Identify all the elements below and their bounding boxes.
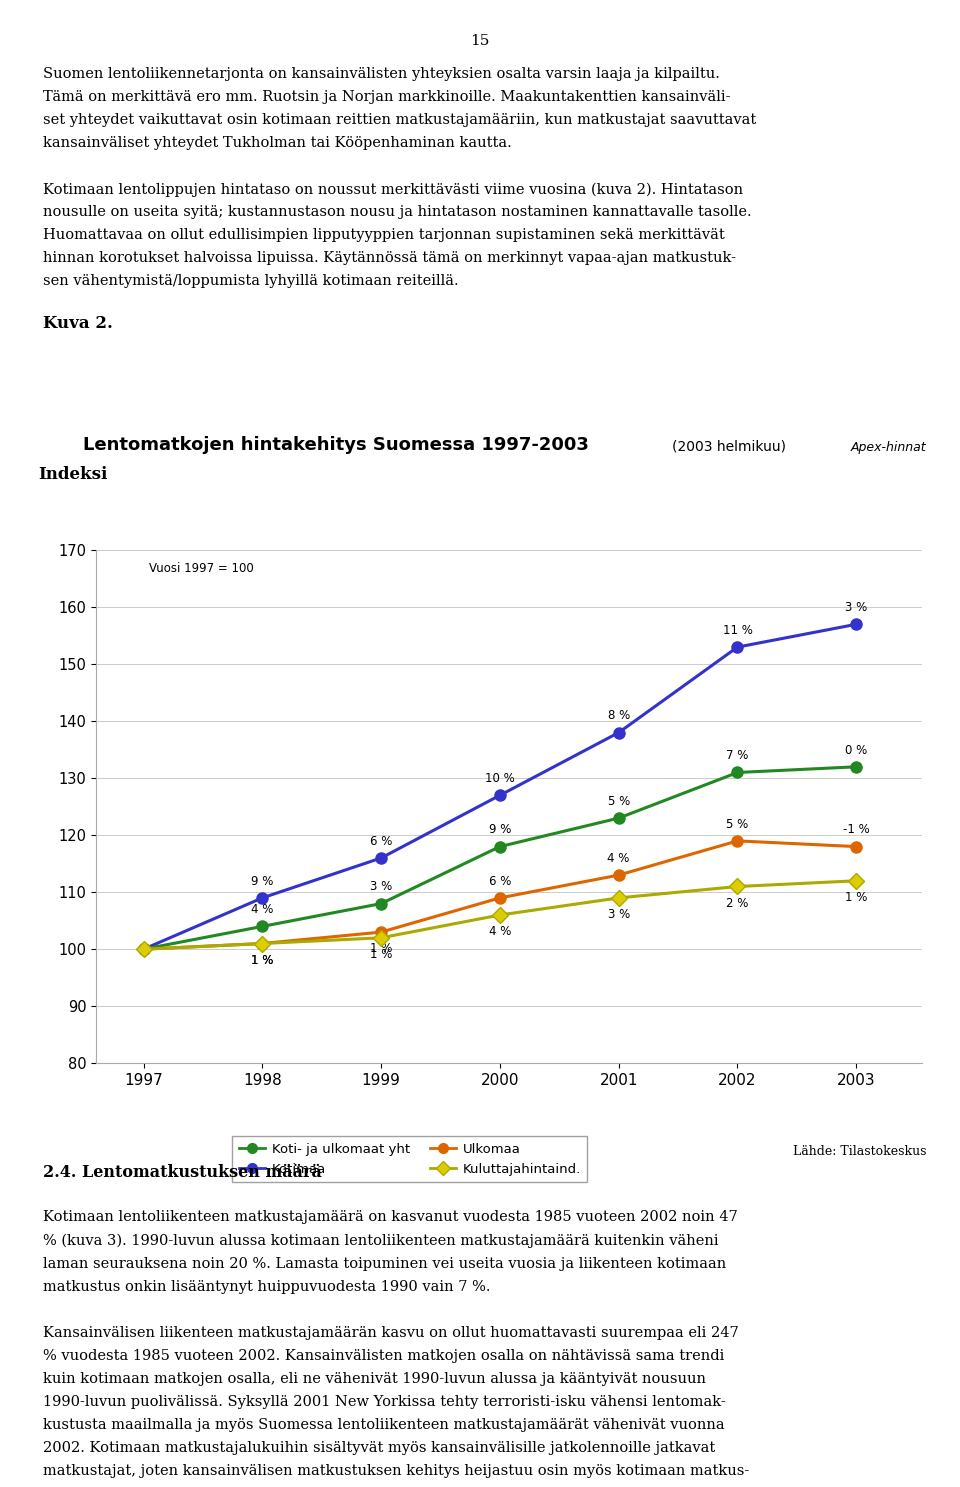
Text: Kotimaan lentoliikenteen matkustajamäärä on kasvanut vuodesta 1985 vuoteen 2002 : Kotimaan lentoliikenteen matkustajamäärä…	[43, 1210, 738, 1224]
Text: 4 %: 4 %	[252, 903, 274, 916]
Text: 9 %: 9 %	[252, 874, 274, 888]
Text: Kuva 2.: Kuva 2.	[43, 315, 113, 332]
Text: 3 %: 3 %	[608, 909, 630, 920]
Text: 9 %: 9 %	[489, 824, 511, 836]
Text: Tämä on merkittävä ero mm. Ruotsin ja Norjan markkinoille. Maakuntakenttien kans: Tämä on merkittävä ero mm. Ruotsin ja No…	[43, 91, 731, 104]
Text: Kotimaan lentolippujen hintataso on noussut merkittävästi viime vuosina (kuva 2): Kotimaan lentolippujen hintataso on nous…	[43, 183, 743, 196]
Text: 1 %: 1 %	[845, 891, 868, 904]
Text: 4 %: 4 %	[608, 852, 630, 865]
Text: kansainväliset yhteydet Tukholman tai Kööpenhaminan kautta.: kansainväliset yhteydet Tukholman tai Kö…	[43, 137, 512, 150]
Text: 2002. Kotimaan matkustajalukuihin sisältyvät myös kansainvälisille jatkolennoill: 2002. Kotimaan matkustajalukuihin sisält…	[43, 1441, 715, 1454]
Text: 2 %: 2 %	[727, 897, 749, 910]
Text: Kansainvälisen liikenteen matkustajamäärän kasvu on ollut huomattavasti suurempa: Kansainvälisen liikenteen matkustajamäär…	[43, 1326, 739, 1340]
Text: 1990-luvun puolivälissä. Syksyllä 2001 New Yorkissa tehty terroristi-isku vähens: 1990-luvun puolivälissä. Syksyllä 2001 N…	[43, 1395, 726, 1408]
Text: % (kuva 3). 1990-luvun alussa kotimaan lentoliikenteen matkustajamäärä kuitenkin: % (kuva 3). 1990-luvun alussa kotimaan l…	[43, 1234, 719, 1248]
Text: 11 %: 11 %	[723, 625, 753, 636]
Text: Vuosi 1997 = 100: Vuosi 1997 = 100	[150, 562, 254, 574]
Text: 3 %: 3 %	[370, 880, 393, 894]
Text: 3 %: 3 %	[845, 601, 868, 614]
Text: Suomen lentoliikennetarjonta on kansainvälisten yhteyksien osalta varsin laaja j: Suomen lentoliikennetarjonta on kansainv…	[43, 67, 720, 80]
Text: laman seurauksena noin 20 %. Lamasta toipuminen vei useita vuosia ja liikenteen : laman seurauksena noin 20 %. Lamasta toi…	[43, 1257, 727, 1270]
Text: matkustus onkin lisääntynyt huippuvuodesta 1990 vain 7 %.: matkustus onkin lisääntynyt huippuvuodes…	[43, 1279, 491, 1294]
Text: 2.4. Lentomatkustuksen määrä: 2.4. Lentomatkustuksen määrä	[43, 1164, 322, 1181]
Text: Lähde: Tilastokeskus: Lähde: Tilastokeskus	[793, 1145, 926, 1158]
Text: -1 %: -1 %	[843, 824, 870, 836]
Text: % vuodesta 1985 vuoteen 2002. Kansainvälisten matkojen osalla on nähtävissä sama: % vuodesta 1985 vuoteen 2002. Kansainväl…	[43, 1349, 725, 1362]
Text: 1 %: 1 %	[370, 943, 393, 955]
Text: nousulle on useita syitä; kustannustason nousu ja hintatason nostaminen kannatta: nousulle on useita syitä; kustannustason…	[43, 205, 752, 219]
Text: Indeksi: Indeksi	[38, 467, 108, 483]
Text: matkustajat, joten kansainvälisen matkustuksen kehitys heijastuu osin myös kotim: matkustajat, joten kansainvälisen matkus…	[43, 1463, 750, 1478]
Text: 1 %: 1 %	[252, 953, 274, 967]
Text: 7 %: 7 %	[727, 749, 749, 763]
Text: set yhteydet vaikuttavat osin kotimaan reittien matkustajamääriin, kun matkustaj: set yhteydet vaikuttavat osin kotimaan r…	[43, 113, 756, 126]
Text: 6 %: 6 %	[370, 834, 393, 848]
Text: Lentomatkojen hintakehitys Suomessa 1997-2003: Lentomatkojen hintakehitys Suomessa 1997…	[84, 436, 588, 454]
Text: 1 %: 1 %	[252, 953, 274, 967]
Text: kustusta maailmalla ja myös Suomessa lentoliikenteen matkustajamäärät vähenivät : kustusta maailmalla ja myös Suomessa len…	[43, 1419, 725, 1432]
Text: kuin kotimaan matkojen osalla, eli ne vähenivät 1990-luvun alussa ja kääntyivät : kuin kotimaan matkojen osalla, eli ne vä…	[43, 1373, 707, 1386]
Text: Huomattavaa on ollut edullisimpien lipputyyppien tarjonnan supistaminen sekä mer: Huomattavaa on ollut edullisimpien lippu…	[43, 228, 725, 242]
Text: 5 %: 5 %	[608, 796, 630, 807]
Text: hinnan korotukset halvoissa lipuissa. Käytännössä tämä on merkinnyt vapaa-ajan m: hinnan korotukset halvoissa lipuissa. Kä…	[43, 251, 736, 265]
Text: 6 %: 6 %	[489, 874, 511, 888]
Text: 8 %: 8 %	[608, 709, 630, 723]
Legend: Koti- ja ulkomaat yht, Kotimaa, Ulkomaa, Kuluttajahintaind.: Koti- ja ulkomaat yht, Kotimaa, Ulkomaa,…	[232, 1136, 588, 1182]
Text: sen vähentymistä/loppumista lyhyillä kotimaan reiteillä.: sen vähentymistä/loppumista lyhyillä kot…	[43, 275, 459, 288]
Text: 5 %: 5 %	[727, 818, 749, 831]
Text: 1 %: 1 %	[370, 949, 393, 961]
Text: 10 %: 10 %	[485, 772, 515, 785]
Text: 4 %: 4 %	[489, 925, 511, 938]
Text: 15: 15	[470, 34, 490, 48]
Text: 0 %: 0 %	[845, 744, 868, 757]
Text: Apex-hinnat: Apex-hinnat	[851, 440, 926, 454]
Text: (2003 helmikuu): (2003 helmikuu)	[672, 440, 786, 454]
